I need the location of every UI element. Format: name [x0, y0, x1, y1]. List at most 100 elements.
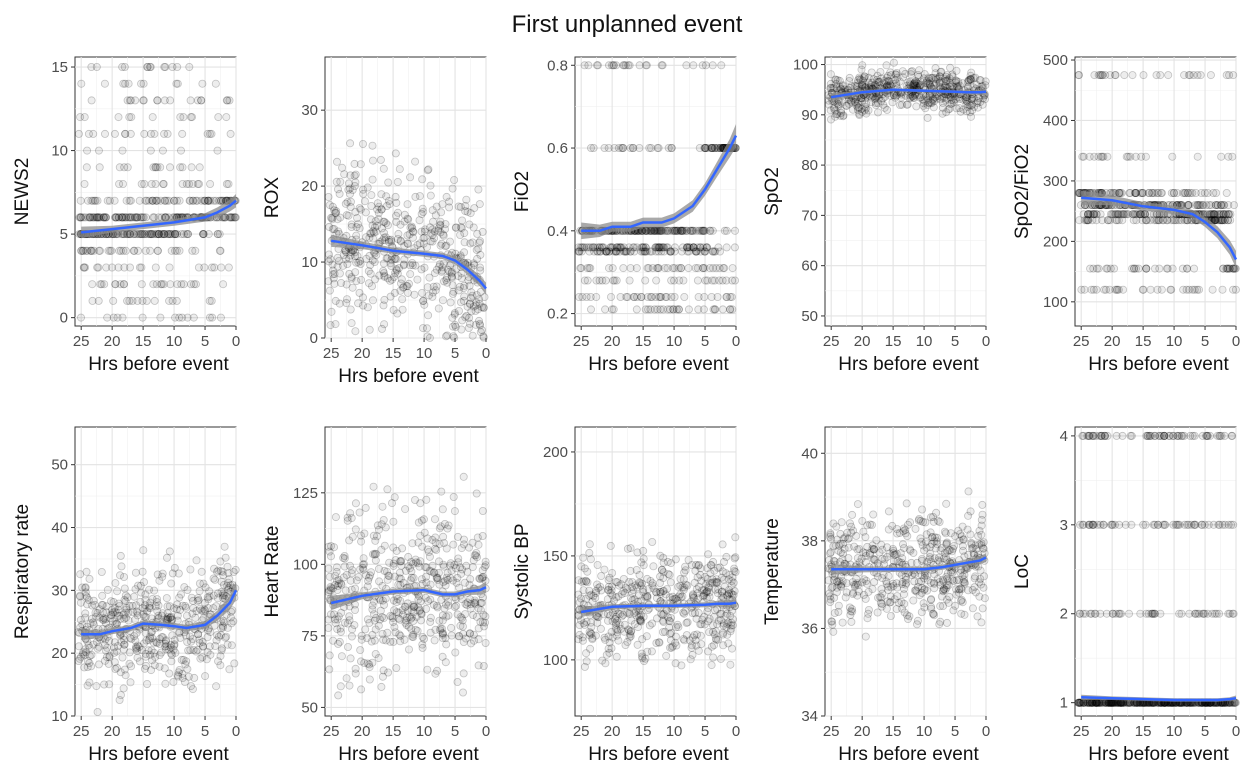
data-point — [355, 224, 364, 233]
data-point — [161, 645, 170, 654]
data-point — [149, 280, 158, 289]
data-point — [116, 551, 125, 560]
data-point — [579, 586, 588, 595]
data-point — [377, 205, 386, 214]
data-point — [479, 610, 488, 619]
data-point — [474, 244, 483, 253]
data-point — [711, 305, 720, 314]
data-point — [1217, 152, 1226, 161]
data-point — [391, 192, 400, 201]
data-point — [200, 196, 209, 205]
data-point — [225, 665, 234, 674]
data-point — [600, 143, 609, 152]
x-tick-label: 25 — [73, 333, 90, 350]
data-point — [193, 596, 202, 605]
x-tick-label: 25 — [573, 333, 590, 350]
data-point — [447, 623, 456, 632]
data-point — [167, 579, 176, 588]
data-point — [644, 264, 653, 273]
data-point — [163, 602, 172, 611]
data-point — [103, 585, 112, 594]
data-point — [465, 629, 474, 638]
data-point — [204, 230, 213, 239]
data-point — [700, 586, 709, 595]
data-point — [694, 305, 703, 314]
data-point — [637, 596, 646, 605]
data-point — [161, 196, 170, 205]
x-tick-label: 10 — [416, 345, 433, 362]
data-point — [137, 213, 146, 222]
data-point — [347, 319, 356, 328]
data-point — [345, 681, 354, 690]
data-point — [400, 602, 409, 611]
data-point — [136, 581, 145, 590]
data-point — [181, 603, 190, 612]
data-point — [454, 202, 463, 211]
data-point — [368, 296, 377, 305]
data-point — [331, 320, 340, 329]
data-point — [328, 225, 337, 234]
data-point — [428, 230, 437, 239]
data-point — [600, 565, 609, 574]
data-point — [188, 196, 197, 205]
x-tick-label: 0 — [232, 723, 240, 740]
data-point — [679, 608, 688, 617]
data-point — [588, 634, 597, 643]
data-point — [707, 661, 716, 670]
data-point — [357, 537, 366, 546]
data-point — [730, 587, 739, 596]
data-point — [474, 540, 483, 549]
data-point — [114, 113, 123, 122]
data-point — [895, 77, 904, 86]
panel-background — [74, 56, 237, 327]
data-point — [75, 213, 84, 222]
data-point — [188, 246, 197, 255]
x-tick-label: 20 — [104, 333, 121, 350]
x-tick-label: 0 — [732, 723, 740, 740]
data-point — [584, 61, 593, 70]
data-point — [176, 146, 185, 155]
data-point — [1224, 152, 1233, 161]
data-point — [627, 616, 636, 625]
data-point — [942, 499, 951, 508]
data-point — [150, 129, 159, 138]
data-point — [157, 230, 166, 239]
data-point — [845, 519, 854, 528]
data-point — [171, 246, 180, 255]
data-point — [415, 216, 424, 225]
data-point — [652, 588, 661, 597]
y-tick-label: 500 — [1043, 52, 1068, 69]
data-point — [379, 266, 388, 275]
data-point — [834, 607, 843, 616]
data-point — [438, 296, 447, 305]
data-point — [121, 213, 130, 222]
data-point — [404, 562, 413, 571]
x-tick-label: 25 — [1073, 333, 1090, 350]
data-point — [393, 177, 402, 186]
y-tick-label: 0.6 — [547, 140, 568, 157]
data-point — [731, 276, 740, 285]
data-point — [126, 96, 135, 105]
data-point — [337, 608, 346, 617]
x-axis-title: Hrs before event — [338, 744, 479, 765]
data-point — [81, 609, 90, 618]
data-point — [133, 296, 142, 305]
data-point — [630, 243, 639, 252]
data-point — [173, 63, 182, 72]
data-point — [173, 79, 182, 88]
data-point — [1156, 71, 1165, 80]
data-point — [148, 196, 157, 205]
data-point — [100, 213, 109, 222]
data-point — [113, 313, 122, 322]
data-point — [126, 263, 135, 272]
data-point — [186, 565, 195, 574]
data-point — [935, 91, 944, 100]
x-tick-label: 5 — [201, 333, 209, 350]
y-tick-label: 80 — [801, 157, 818, 174]
data-point — [141, 213, 150, 222]
data-point — [426, 191, 435, 200]
data-point — [697, 640, 706, 649]
data-point — [825, 556, 834, 565]
